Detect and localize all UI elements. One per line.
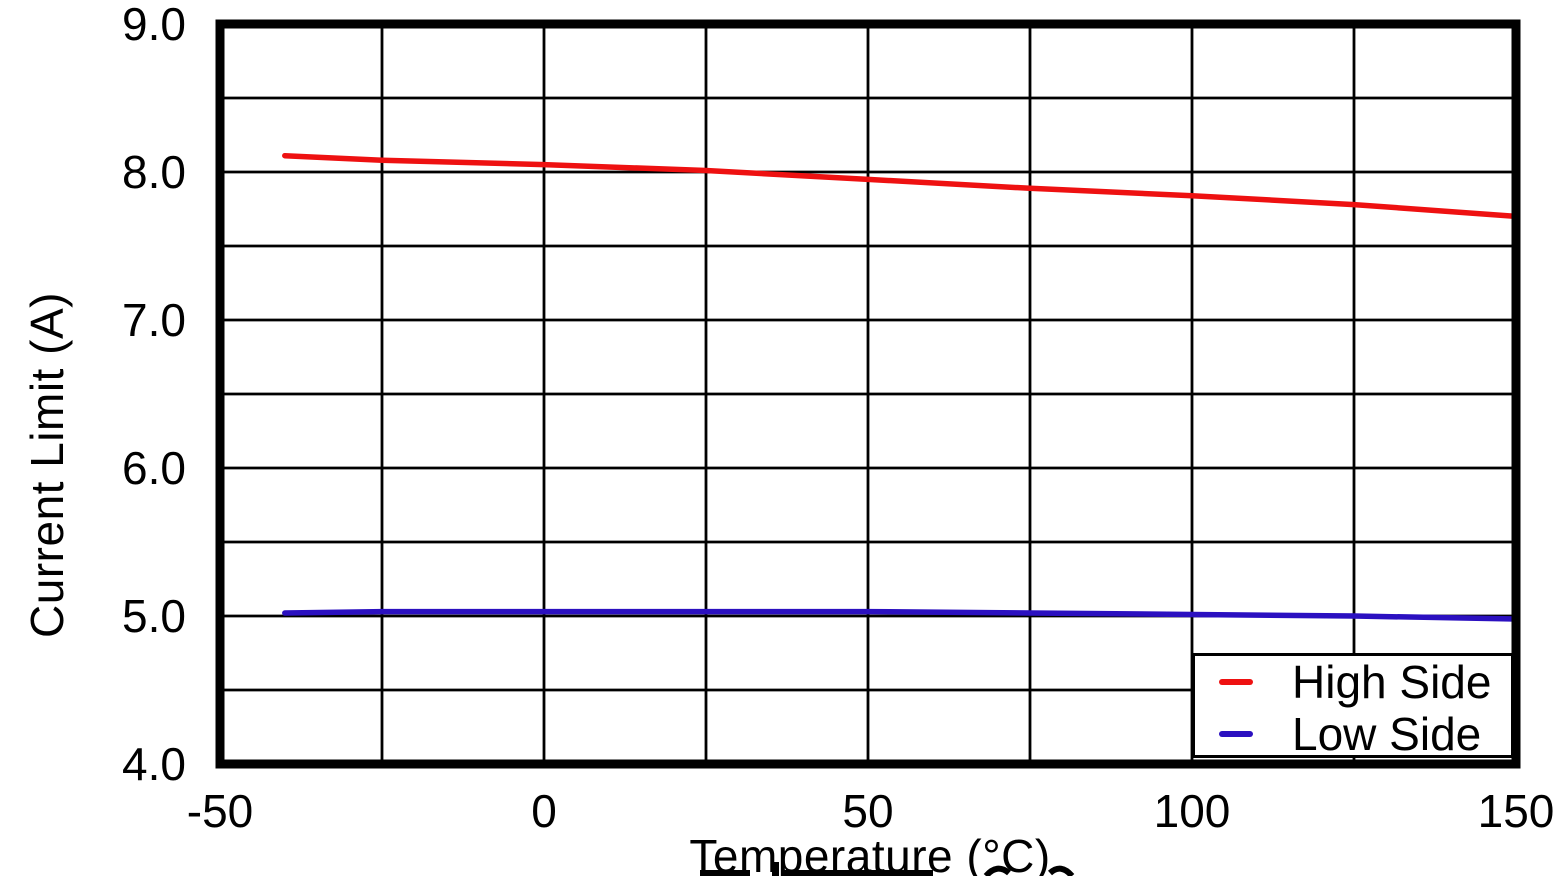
cutoff-glyph-fragment: [983, 865, 1011, 876]
cutoff-glyph-fragment: [772, 862, 779, 876]
plot-border: [215, 19, 1521, 769]
y-tick-label: 6.0: [122, 442, 186, 494]
x-tick-label: -50: [187, 785, 253, 837]
legend-swatch-high-side: [1219, 679, 1253, 685]
x-tick-label: 100: [1154, 785, 1231, 837]
y-tick-label: 9.0: [122, 0, 186, 50]
cutoff-glyph-fragment: [783, 870, 933, 876]
y-tick-label: 5.0: [122, 590, 186, 642]
cutoff-glyph-fragment: [700, 870, 750, 876]
cutoff-text-fragments: [700, 862, 1075, 876]
legend-label-low-side: Low Side: [1292, 708, 1482, 760]
legend-item-low-side: Low Side: [1195, 708, 1511, 760]
legend: High Side Low Side: [1192, 653, 1514, 760]
legend-swatch-low-side: [1219, 731, 1253, 737]
y-tick-label: 4.0: [122, 738, 186, 790]
cutoff-glyph-fragment: [1047, 865, 1075, 876]
x-tick-label: 50: [842, 785, 893, 837]
legend-label-high-side: High Side: [1292, 656, 1492, 708]
x-tick-label: 0: [531, 785, 557, 837]
legend-item-high-side: High Side: [1195, 656, 1511, 708]
y-tick-label: 7.0: [122, 294, 186, 346]
series-line-high-side: [282, 152, 1519, 220]
series-line-low-side: [282, 608, 1519, 622]
y-axis-title: Current Limit (A): [21, 292, 73, 638]
y-tick-label: 8.0: [122, 146, 186, 198]
x-axis-title: Temperature (°C): [689, 830, 1051, 876]
x-tick-label: 150: [1478, 785, 1555, 837]
